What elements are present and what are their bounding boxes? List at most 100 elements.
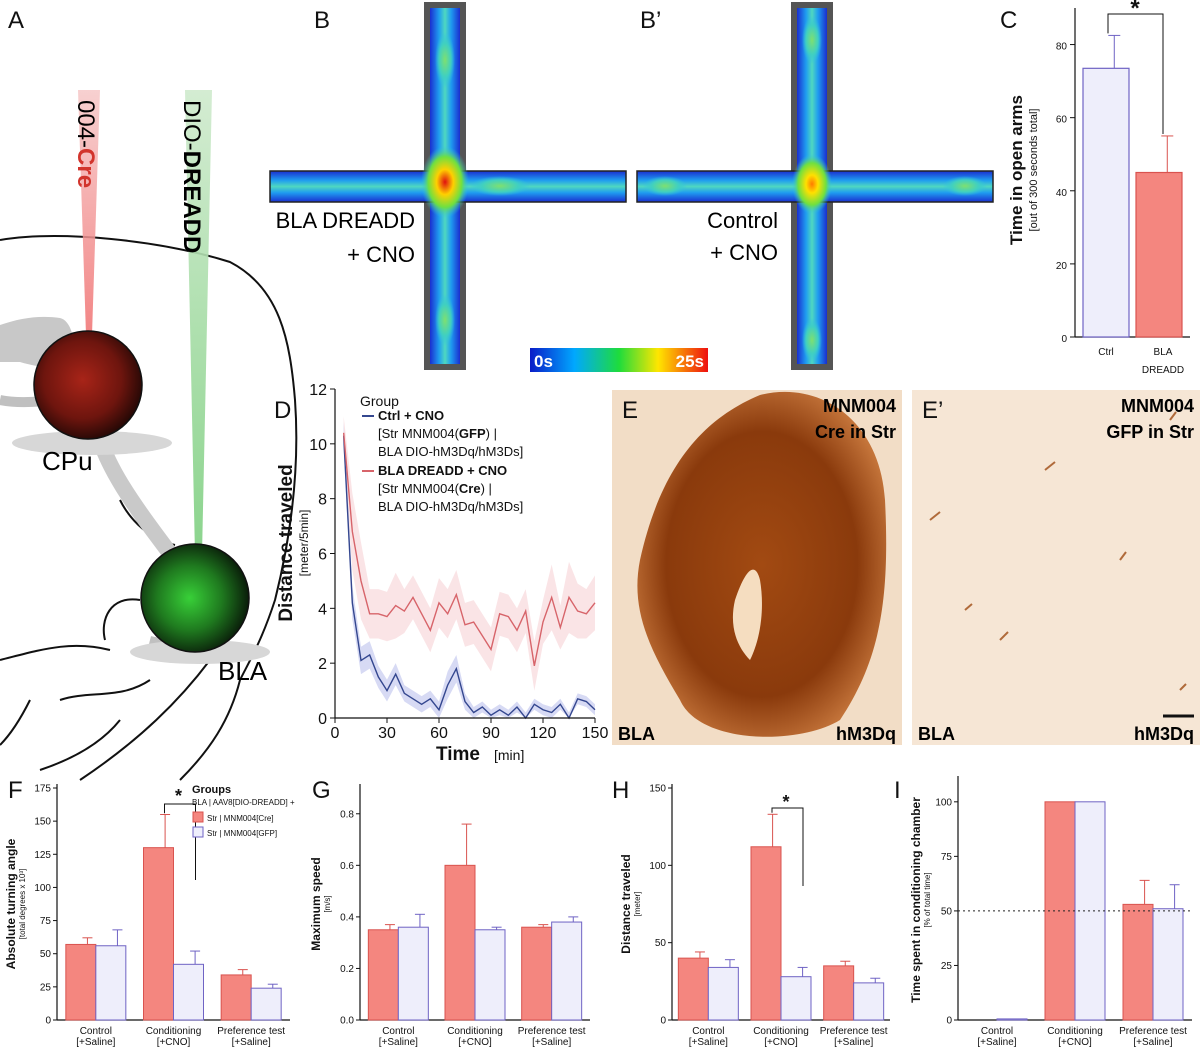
legend-series-detail: [Str MNM004(Cre) |: [378, 481, 492, 496]
panel-e-prime: E’ MNM004 GFP in Str BLA hM3Dq: [912, 390, 1200, 745]
bar: [551, 921, 583, 1021]
category-label: Conditioning: [753, 1026, 809, 1037]
bar: [677, 957, 709, 1021]
bar: [996, 1018, 1028, 1021]
legend-subtitle: BLA | AAV8[DIO-DREADD] +: [192, 798, 295, 807]
maze-b-hotspot: [421, 146, 469, 218]
panel-a-letter: A: [8, 7, 24, 34]
cre-injection-beam: [78, 90, 100, 335]
colorbar-gradient: [530, 348, 708, 372]
bar: [474, 929, 506, 1021]
category-label: Preference test: [217, 1026, 285, 1037]
y-tick-label: 12: [309, 382, 327, 399]
panel-b2-caption-1: Control: [707, 208, 778, 233]
panel-e-region-label: BLA: [618, 724, 655, 744]
heatmap-colorbar: 0s 25s: [530, 348, 708, 372]
y-tick-label: 2: [318, 656, 327, 673]
significance-star: *: [175, 786, 182, 806]
category-label: Conditioning: [447, 1026, 503, 1037]
bar: [65, 943, 97, 1021]
bar: [750, 846, 782, 1021]
y-tick-label: 25: [40, 982, 52, 993]
panel-b-prime: B’ Control + CNO: [636, 2, 994, 370]
category-sublabel: [+Saline]: [1133, 1037, 1172, 1048]
bar: [1082, 67, 1130, 338]
maze-b2-blob: [802, 318, 822, 362]
panel-f-letter: F: [8, 777, 23, 804]
category-sublabel: [+Saline]: [532, 1037, 571, 1048]
y-tick-label: 100: [935, 797, 952, 808]
category-label: DREADD: [1142, 365, 1184, 376]
category-sublabel: [+Saline]: [834, 1037, 873, 1048]
category-sublabel: [+CNO]: [1058, 1037, 1092, 1048]
bar: [1135, 171, 1183, 338]
panel-c-letter: C: [1000, 7, 1017, 34]
panel-e2-region-label: BLA: [918, 724, 955, 744]
maze-b2-blob: [643, 176, 687, 196]
bar: [444, 864, 476, 1021]
panel-e-letter: E: [622, 397, 638, 424]
category-label: Conditioning: [146, 1026, 202, 1037]
y-tick-label: 0: [660, 1016, 666, 1027]
category-label: Preference test: [1119, 1026, 1187, 1037]
category-sublabel: [+Saline]: [977, 1037, 1016, 1048]
chart-g-max-speed: 0.0 0.2 0.4 0.6 0.8 Maximum speed [m/s] Control…: [309, 784, 590, 1048]
maze-b-blob: [435, 32, 455, 88]
y-axis-subtitle: [% of total time]: [923, 872, 932, 927]
x-axis-unit: [min]: [494, 747, 524, 763]
panel-e: E MNM004 Cre in Str BLA hM3Dq: [612, 390, 902, 745]
y-tick-label: 0.4: [340, 912, 354, 923]
bla-label: BLA: [218, 656, 268, 686]
y-tick-label: 100: [34, 883, 51, 894]
y-tick-label: 150: [649, 784, 666, 795]
panel-e2-title-2: GFP in Str: [1106, 422, 1194, 442]
series-error-band: [343, 416, 595, 691]
x-axis-title: Time: [436, 744, 480, 765]
bar: [780, 976, 812, 1021]
significance-star: *: [782, 792, 789, 812]
y-axis-subtitle: [meter]: [633, 892, 642, 917]
y-axis-subtitle: [total degrees x 10³]: [18, 869, 27, 940]
y-tick-label: 6: [318, 547, 327, 564]
y-axis-title: Distance traveled: [619, 854, 633, 953]
y-axis-subtitle: [meter/5min]: [297, 510, 311, 577]
significance-bracket: [164, 803, 196, 880]
panel-e-marker-label: hM3Dq: [836, 724, 896, 744]
panel-g-letter: G: [312, 777, 331, 804]
bar: [367, 929, 399, 1021]
y-tick-label: 50: [941, 906, 953, 917]
y-tick-label: 0.6: [340, 861, 354, 872]
category-label: Control: [382, 1026, 414, 1037]
panel-b-caption-2: + CNO: [347, 242, 415, 267]
bar: [707, 966, 739, 1021]
category-sublabel: [+Saline]: [232, 1037, 271, 1048]
y-tick-label: 20: [1056, 261, 1068, 272]
x-tick-label: 0: [331, 725, 340, 742]
maze-b2-hotspot: [792, 154, 832, 214]
category-label: Preference test: [820, 1026, 888, 1037]
bar: [397, 926, 429, 1021]
panel-e2-background: [912, 390, 1200, 745]
bar: [95, 945, 127, 1021]
y-tick-label: 75: [40, 916, 52, 927]
series-line: [342, 435, 596, 720]
chart-f-turning-angle: 0 25 50 75 100 125 150 175 Absolute turning angl…: [4, 784, 295, 1049]
dreadd-injection-label: DIO-DREADD: [178, 100, 205, 253]
panel-e-stained-region: [637, 391, 887, 737]
x-tick-label: 120: [530, 725, 557, 742]
bar: [1122, 903, 1154, 1021]
y-tick-label: 125: [34, 850, 51, 861]
brain-outline: [0, 235, 298, 681]
legend-swatch: [192, 826, 204, 838]
legend-series-name: BLA DREADD + CNO: [378, 463, 507, 478]
category-label: Preference test: [518, 1026, 586, 1037]
category-label: Control: [692, 1026, 724, 1037]
panel-b-caption-1: BLA DREADD: [276, 208, 415, 233]
category-sublabel: [+Saline]: [76, 1037, 115, 1048]
y-tick-label: 8: [318, 492, 327, 509]
y-tick-label: 0.2: [340, 964, 354, 975]
y-tick-label: 10: [309, 437, 327, 454]
legend-series-detail: [Str MNM004(GFP) |: [378, 426, 497, 441]
category-sublabel: [+CNO]: [458, 1037, 492, 1048]
